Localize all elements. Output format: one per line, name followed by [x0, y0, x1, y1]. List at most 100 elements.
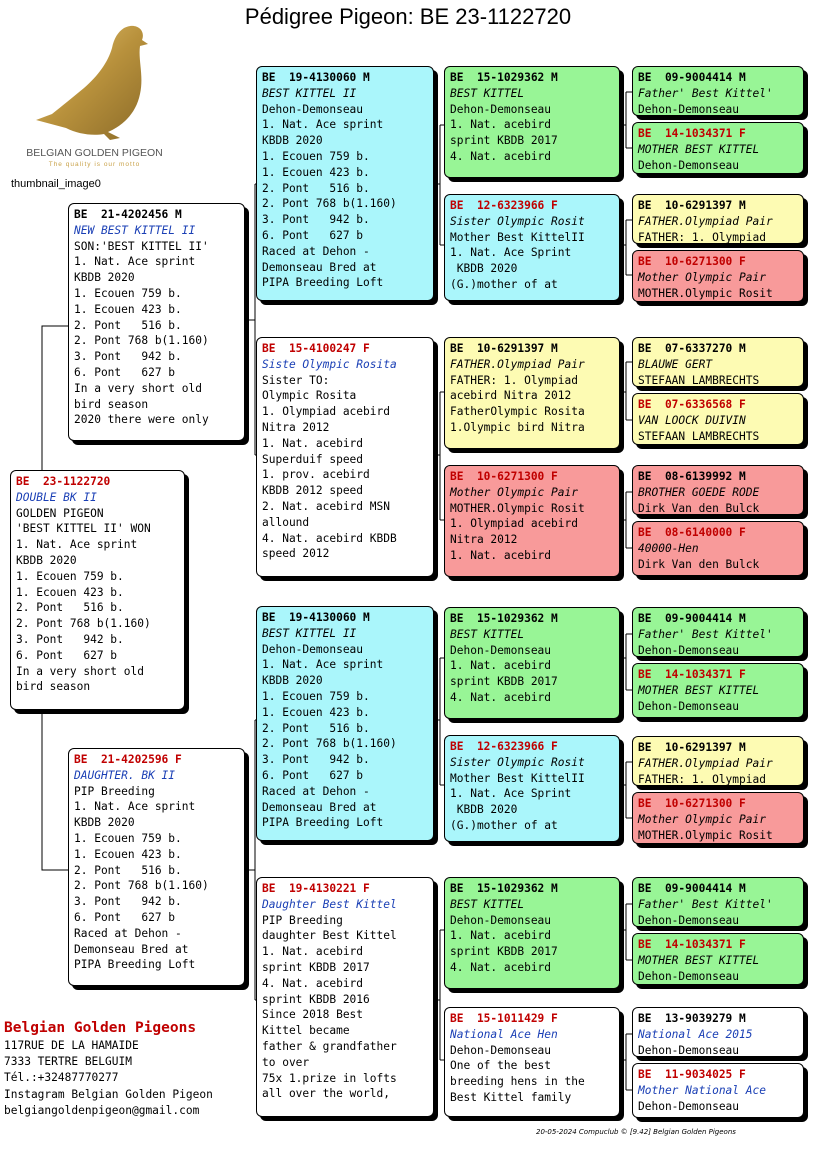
pigeon-note: 2. Pont 516 b. — [16, 601, 124, 615]
pigeon-note: Demonseau Bred at — [74, 942, 189, 956]
pigeon-note: 3. Pont 942 b. — [262, 213, 370, 227]
pigeon-note: Superduif speed — [262, 452, 364, 466]
pigeon-name: Father' Best Kittel' — [638, 897, 773, 911]
pigeon-note: 1. Ecouen 759 b. — [262, 149, 370, 163]
pigeon-note: allound — [262, 515, 310, 529]
pigeon-note: Dehon-Demonseau — [262, 642, 364, 656]
pigeon-note: 2. Pont 516 b. — [262, 181, 370, 195]
footer-credit: 20-05-2024 Compuclub © [9.42] Belgian Go… — [536, 1128, 736, 1136]
pigeon-note: GOLDEN PIGEON — [16, 506, 104, 520]
pigeon-note: 1. Nat. acebird — [262, 945, 364, 959]
pigeon-card-g4: BE 10-6271300 F Mother Olympic Pair MOTHER… — [632, 250, 804, 302]
pigeon-card-g3: BE 10-6291397 M FATHER.Olympiad Pair FATHE… — [632, 194, 804, 244]
ring-number: BE 09-9004414 M — [638, 71, 746, 84]
pigeon-note: bird season — [16, 680, 91, 694]
breeder-line: Tél.:+32487770277 — [4, 1071, 119, 1085]
ring-number: BE 14-1034371 F — [638, 938, 746, 951]
ring-number: BE 10-6291397 M — [638, 199, 746, 212]
pigeon-note: acebird Nitra 2012 — [450, 389, 572, 403]
pigeon-note: Dehon-Demonseau — [638, 913, 740, 927]
pigeon-note: Dehon-Demonseau — [638, 699, 740, 713]
pigeon-note: KBDB 2012 speed — [262, 484, 364, 498]
pigeon-note: 1. Ecouen 759 b. — [262, 689, 370, 703]
pigeon-note: Mother Best KittelII — [450, 771, 585, 785]
pigeon-note: 6. Pont 627 b — [16, 648, 118, 662]
pigeon-note: (G.)mother of at — [450, 277, 558, 291]
pigeon-note: Dirk Van den Bulck — [638, 501, 760, 515]
pigeon-card-mmf: BE 15-1029362 M BEST KITTEL Dehon-Demonsea… — [444, 877, 620, 989]
pigeon-card-fmm: BE 10-6271300 F Mother Olympic Pair MOTHER… — [444, 465, 620, 577]
pigeon-name: Mother National Ace — [638, 1083, 766, 1097]
pigeon-note: 1. Nat. Ace sprint — [262, 658, 384, 672]
pigeon-name: National Ace Hen — [450, 1027, 558, 1041]
pigeon-note: 3. Pont 942 b. — [16, 632, 124, 646]
pigeon-note: Raced at Dehon - — [262, 244, 370, 258]
pigeon-name: BEST KITTEL — [450, 86, 525, 100]
pigeon-note: KBDB 2020 — [74, 271, 135, 285]
pigeon-name: VAN LOOCK DUIVIN — [638, 413, 746, 427]
pigeon-card-fm: BE 15-4100247 F Siste Olympic Rosita Siste… — [256, 337, 434, 577]
pigeon-note: Raced at Dehon - — [262, 784, 370, 798]
pigeon-name: Sister Olympic Rosit — [450, 755, 585, 769]
pigeon-note: Dehon-Demonseau — [638, 158, 740, 172]
pigeon-card-g5: BE 07-6337270 M BLAUWE GERT STEFAAN LAMBRE… — [632, 337, 804, 387]
pigeon-name: MOTHER BEST KITTEL — [638, 683, 760, 697]
pigeon-note: 1. Nat. acebird — [450, 659, 552, 673]
pigeon-note: 6. Pont 627 b — [74, 910, 176, 924]
pigeon-note: 2. Pont 768 b(1.160) — [16, 617, 151, 631]
pigeon-note: Dehon-Demonseau — [638, 969, 740, 983]
pigeon-note: MOTHER.Olympic Rosit — [638, 828, 773, 842]
pigeon-note: 1. Nat. Ace sprint — [74, 255, 196, 269]
pigeon-note: Dehon-Demonseau — [638, 1099, 740, 1113]
ring-number: BE 14-1034371 F — [638, 668, 746, 681]
pigeon-card-g7: BE 08-6139992 M BROTHER GOEDE RODE Dirk Va… — [632, 465, 804, 515]
ring-number: BE 12-6323966 F — [450, 199, 558, 212]
pigeon-card-g10: BE 14-1034371 F MOTHER BEST KITTEL Dehon-D… — [632, 663, 804, 718]
pigeon-name: FATHER.Olympiad Pair — [450, 357, 585, 371]
pigeon-name: FATHER.Olympiad Pair — [638, 214, 773, 228]
breeder-info: Belgian Golden Pigeons 117RUE DE LA HAMA… — [4, 1018, 213, 1119]
pigeon-note: In a very short old — [74, 381, 202, 395]
ring-number: BE 07-6336568 F — [638, 398, 746, 411]
pigeon-note: 3. Pont 942 b. — [262, 753, 370, 767]
pigeon-note: FatherOlympic Rosita — [450, 405, 585, 419]
pigeon-note: 1.Olympic bird Nitra — [450, 420, 585, 434]
ring-number: BE 10-6271300 F — [638, 255, 746, 268]
pigeon-name: BEST KITTEL — [450, 897, 525, 911]
breeder-line: 7333 TERTRE BELGUIM — [4, 1055, 132, 1069]
ring-number: BE 14-1034371 F — [638, 127, 746, 140]
ring-number: BE 15-1029362 M — [450, 612, 558, 625]
pigeon-note: 4. Nat. acebird — [450, 690, 552, 704]
pigeon-note: 1. Nat. acebird — [450, 548, 552, 562]
pigeon-card-mmm: BE 15-1011429 F National Ace Hen Dehon-Dem… — [444, 1007, 620, 1117]
pigeon-note: 1. Nat. acebird — [450, 118, 552, 132]
pigeon-note: KBDB 2020 — [16, 553, 77, 567]
pigeon-note: 1. Ecouen 423 b. — [262, 165, 370, 179]
pigeon-name: Sister Olympic Rosit — [450, 214, 585, 228]
pigeon-note: Nitra 2012 — [262, 420, 330, 434]
pigeon-note: 1. Ecouen 759 b. — [16, 569, 124, 583]
ring-number: BE 10-6271300 F — [638, 797, 746, 810]
pigeon-note: 1. Nat. Ace sprint — [74, 800, 196, 814]
pigeon-note: to over — [262, 1055, 310, 1069]
breeder-name: Belgian Golden Pigeons — [4, 1020, 197, 1036]
pigeon-note: Sister TO: — [262, 373, 330, 387]
pigeon-note: 2. Pont 768 b(1.160) — [262, 197, 397, 211]
pigeon-name: BLAUWE GERT — [638, 357, 713, 371]
pigeon-note: 1. Olympiad acebird — [262, 405, 390, 419]
pigeon-card-subject: BE 23-1122720 DOUBLE BK II GOLDEN PIGEON 'B… — [10, 470, 185, 710]
pigeon-note: One of the best — [450, 1059, 552, 1073]
ring-number: BE 13-9039279 M — [638, 1012, 746, 1025]
pigeon-card-g14: BE 14-1034371 F MOTHER BEST KITTEL Dehon-D… — [632, 933, 804, 985]
pigeon-note: PIPA Breeding Loft — [262, 276, 384, 290]
pigeon-note: 1. Nat. acebird — [262, 436, 364, 450]
pigeon-note: KBDB 2020 — [450, 803, 518, 817]
ring-number: BE 07-6337270 M — [638, 342, 746, 355]
pigeon-note: Nitra 2012 — [450, 533, 518, 547]
pigeon-note: 2. Pont 516 b. — [262, 721, 370, 735]
pigeon-note: Dehon-Demonseau — [638, 643, 740, 657]
pigeon-note: KBDB 2020 — [450, 262, 518, 276]
pigeon-note: 'BEST KITTEL II' WON — [16, 522, 151, 536]
pigeon-note: 4. Nat. acebird KBDB — [262, 531, 397, 545]
pigeon-note: Dehon-Demonseau — [262, 102, 364, 116]
